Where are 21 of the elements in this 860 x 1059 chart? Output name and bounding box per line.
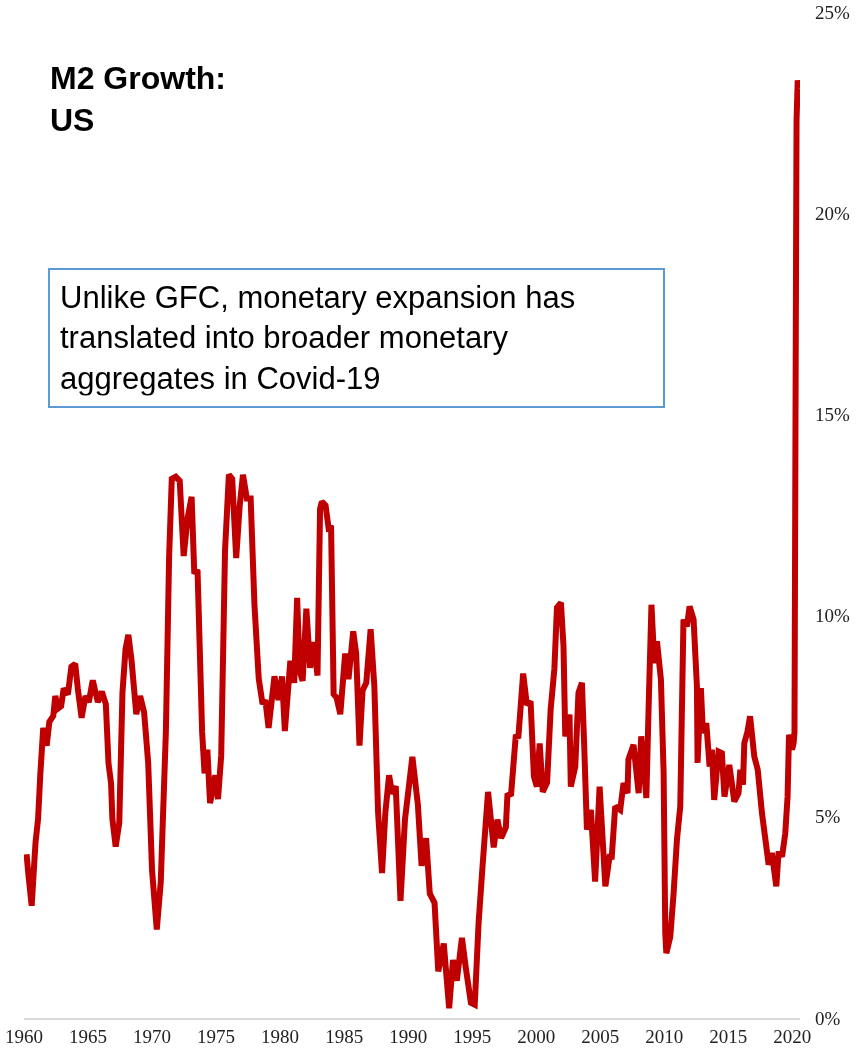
y-tick-label: 15% [815,404,850,426]
x-tick-label: 2010 [645,1025,684,1047]
y-tick-label: 0% [815,1007,841,1029]
y-tick-label: 25% [815,1,850,23]
x-tick-label: 2020 [773,1025,812,1047]
y-tick-label: 5% [815,806,841,828]
x-tick-label: 2015 [709,1025,748,1047]
y-tick-label: 20% [815,202,850,224]
x-tick-label: 1990 [389,1025,428,1047]
x-tick-label: 2000 [517,1025,556,1047]
x-tick-label: 1960 [5,1025,43,1047]
x-tick-label: 2005 [581,1025,620,1047]
y-tick-label: 10% [815,605,850,627]
annotation: Unlike GFC, monetary expansion has translated into broader monetary aggregates in Covid-19 [60,280,576,396]
x-tick-label: 1980 [261,1025,300,1047]
x-tick-label: 1995 [453,1025,492,1047]
x-tick-label: 1985 [325,1025,364,1047]
text: M2 Growth: US [50,60,226,138]
x-tick-label: 1970 [133,1025,172,1047]
x-tick-label: 1965 [69,1025,108,1047]
x-tick-label: 1975 [197,1025,236,1047]
